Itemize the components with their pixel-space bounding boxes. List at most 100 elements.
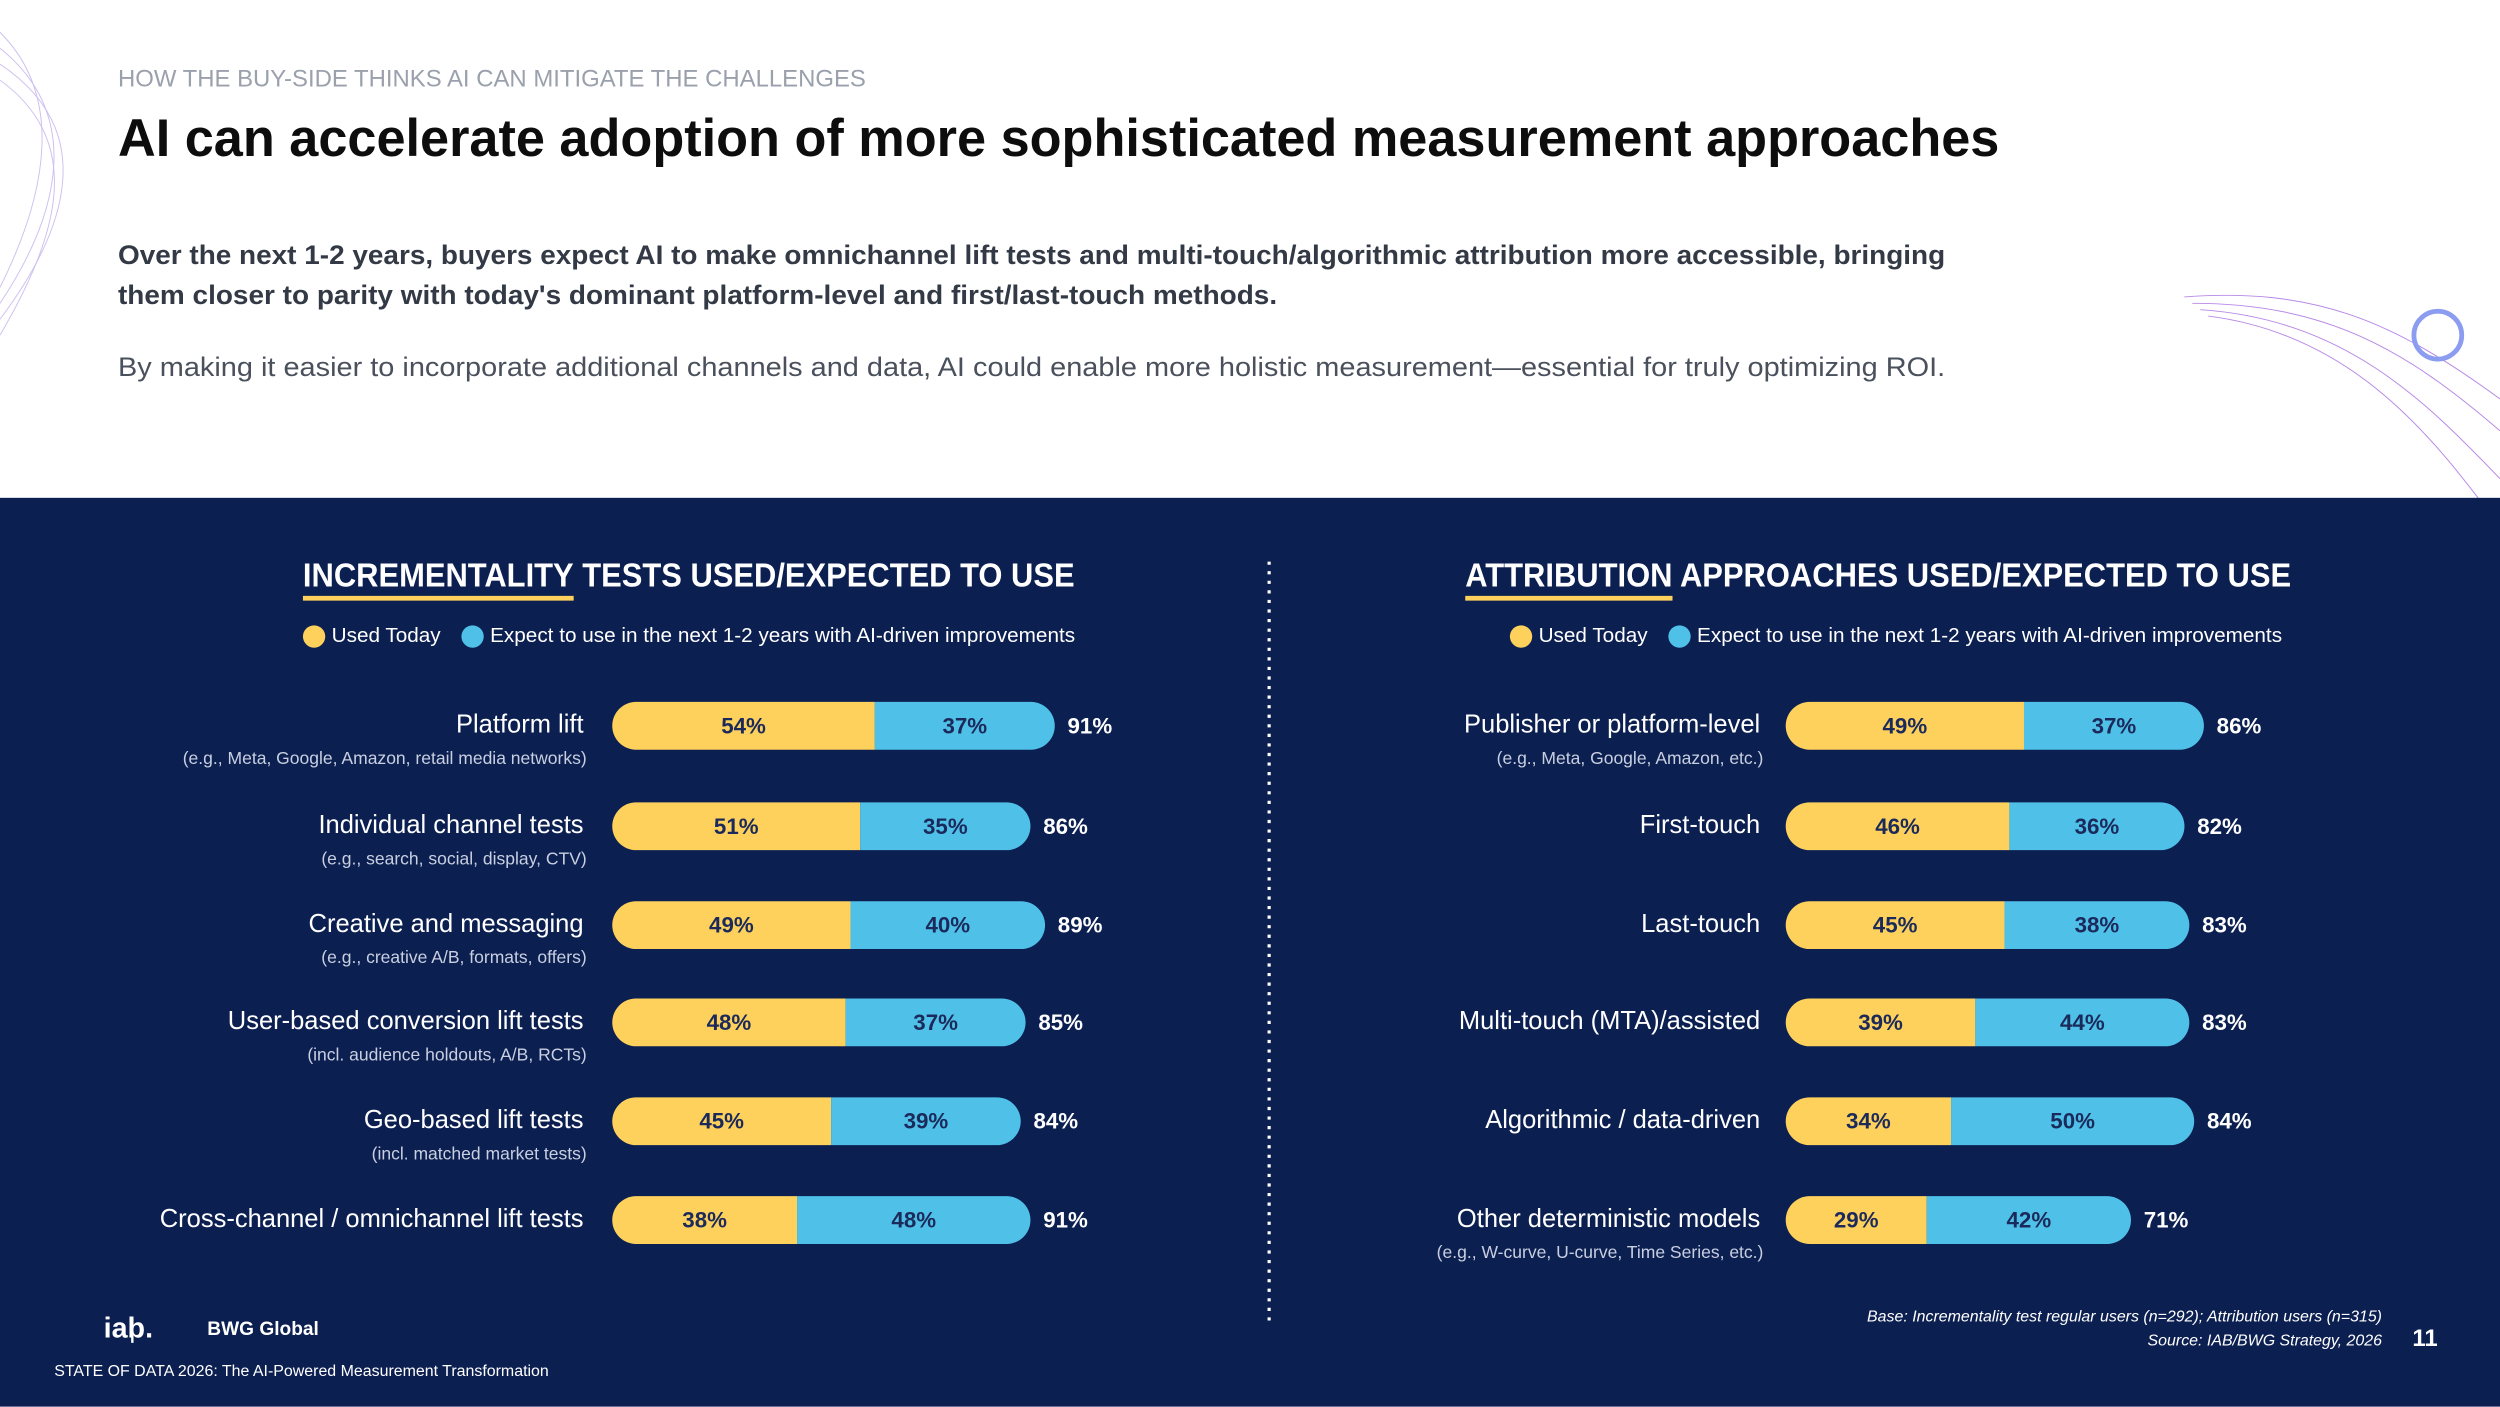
total-label: 71%: [2144, 1208, 2189, 1233]
total-label: 86%: [2217, 713, 2262, 738]
bar-group: [612, 901, 851, 950]
bar-segment: [612, 802, 861, 851]
category-label: Other deterministic models: [1457, 1205, 1760, 1233]
bar-segment: [1785, 802, 2010, 851]
value-label: 46%: [1875, 814, 1920, 839]
category-note: (e.g., search, social, display, CTV): [321, 848, 586, 868]
bar-group: [2009, 802, 2185, 851]
bar-segment: [797, 1196, 1031, 1244]
category-note: (incl. matched market tests): [372, 1143, 587, 1163]
legend-swatch: [1509, 625, 1533, 648]
page-title: AI can accelerate adoption of more sophi…: [118, 109, 1999, 168]
chart-title: ATTRIBUTION APPROACHES USED/EXPECTED TO …: [1465, 557, 2291, 594]
bar-segment: [2004, 901, 2190, 950]
bar-segment: [1785, 701, 2024, 750]
value-label: 44%: [2060, 1010, 2105, 1035]
bar-group: [612, 701, 875, 750]
value-label: 35%: [923, 814, 968, 839]
bar-segment: [612, 998, 846, 1047]
summary-line: Over the next 1-2 years, buyers expect A…: [118, 239, 1945, 270]
category-label: Algorithmic / data-driven: [1485, 1106, 1760, 1134]
legend-swatch: [1668, 625, 1691, 648]
bar-group: [797, 1196, 1031, 1244]
bar-segment: [612, 1097, 832, 1146]
bar-group: [860, 802, 1031, 851]
bar-group: [612, 802, 861, 851]
category-note: (e.g., creative A/B, formats, offers): [321, 947, 586, 967]
logo-iab: iab.: [104, 1313, 153, 1345]
value-label: 49%: [1883, 713, 1928, 738]
category-label: Creative and messaging: [309, 910, 584, 938]
bar-segment: [612, 901, 851, 950]
legend-label: Used Today: [332, 624, 442, 647]
bar-segment: [1785, 1196, 1927, 1244]
body-text: By making it easier to incorporate addit…: [118, 351, 1945, 382]
bar-group: [850, 901, 1046, 950]
category-label: First-touch: [1640, 811, 1760, 839]
value-label: 37%: [913, 1010, 958, 1035]
bar-group: [1785, 1196, 1927, 1244]
value-label: 49%: [709, 913, 754, 938]
legend-swatch: [302, 625, 326, 648]
category-label: Platform lift: [456, 711, 584, 739]
kicker: HOW THE BUY-SIDE THINKS AI CAN MITIGATE …: [118, 65, 866, 92]
category-label: Last-touch: [1641, 910, 1760, 938]
bar-group: [1785, 901, 2005, 950]
bar-segment: [1785, 998, 1976, 1047]
category-label: Individual channel tests: [318, 811, 583, 839]
report-name: STATE OF DATA 2026: The AI-Powered Measu…: [54, 1363, 549, 1380]
value-label: 48%: [891, 1208, 936, 1233]
bar-segment: [1951, 1097, 2195, 1146]
bar-segment: [1926, 1196, 2131, 1244]
bar-segment: [831, 1097, 1021, 1146]
value-label: 37%: [942, 713, 987, 738]
chart-title: INCREMENTALITY TESTS USED/EXPECTED TO US…: [303, 557, 1075, 594]
total-label: 84%: [1033, 1109, 1078, 1134]
category-note: (e.g., Meta, Google, Amazon, etc.): [1497, 748, 1764, 768]
value-label: 39%: [904, 1109, 949, 1134]
bar-segment: [1785, 901, 2005, 950]
value-label: 38%: [682, 1208, 727, 1233]
total-label: 83%: [2202, 913, 2247, 938]
chart-panel: [0, 497, 2500, 1407]
category-label: Multi-touch (MTA)/assisted: [1459, 1007, 1760, 1035]
bar-group: [874, 701, 1055, 750]
value-label: 36%: [2075, 814, 2120, 839]
bar-group: [845, 998, 1026, 1047]
total-label: 89%: [1058, 913, 1103, 938]
bar-group: [2004, 901, 2190, 950]
bar-group: [612, 1097, 832, 1146]
category-note: (incl. audience holdouts, A/B, RCTs): [307, 1044, 586, 1064]
decor-waves-left: [0, 31, 64, 336]
source-note: Source: IAB/BWG Strategy, 2026: [2148, 1332, 2383, 1349]
total-label: 86%: [1043, 814, 1088, 839]
page-number: 11: [2412, 1325, 2437, 1352]
bar-segment: [612, 701, 875, 750]
summary-line: them closer to parity with today's domin…: [118, 279, 1277, 310]
bar-segment: [2023, 701, 2204, 750]
total-label: 91%: [1068, 713, 1113, 738]
category-label: Cross-channel / omnichannel lift tests: [160, 1205, 584, 1233]
value-label: 50%: [2050, 1109, 2095, 1134]
value-label: 45%: [699, 1109, 744, 1134]
value-label: 38%: [2075, 913, 2120, 938]
bar-group: [1785, 701, 2024, 750]
value-label: 45%: [1873, 913, 1918, 938]
chart-title-part: TESTS USED/EXPECTED TO USE: [574, 557, 1075, 594]
base-note: Base: Incrementality test regular users …: [1867, 1309, 2382, 1326]
category-note: (e.g., W-curve, U-curve, Time Series, et…: [1437, 1242, 1764, 1262]
bar-group: [612, 1196, 798, 1244]
bar-group: [1951, 1097, 2195, 1146]
bar-group: [1975, 998, 2190, 1047]
bar-group: [612, 998, 846, 1047]
bar-group: [1785, 1097, 1952, 1146]
legend-label: Expect to use in the next 1-2 years with…: [1697, 624, 2282, 647]
value-label: 40%: [925, 913, 970, 938]
legend-label: Expect to use in the next 1-2 years with…: [490, 624, 1075, 647]
chart-title-part: INCREMENTALITY: [303, 557, 574, 594]
value-label: 37%: [2092, 713, 2137, 738]
total-label: 82%: [2197, 814, 2242, 839]
category-note: (e.g., Meta, Google, Amazon, retail medi…: [183, 748, 587, 768]
value-label: 34%: [1846, 1109, 1891, 1134]
bar-segment: [874, 701, 1055, 750]
